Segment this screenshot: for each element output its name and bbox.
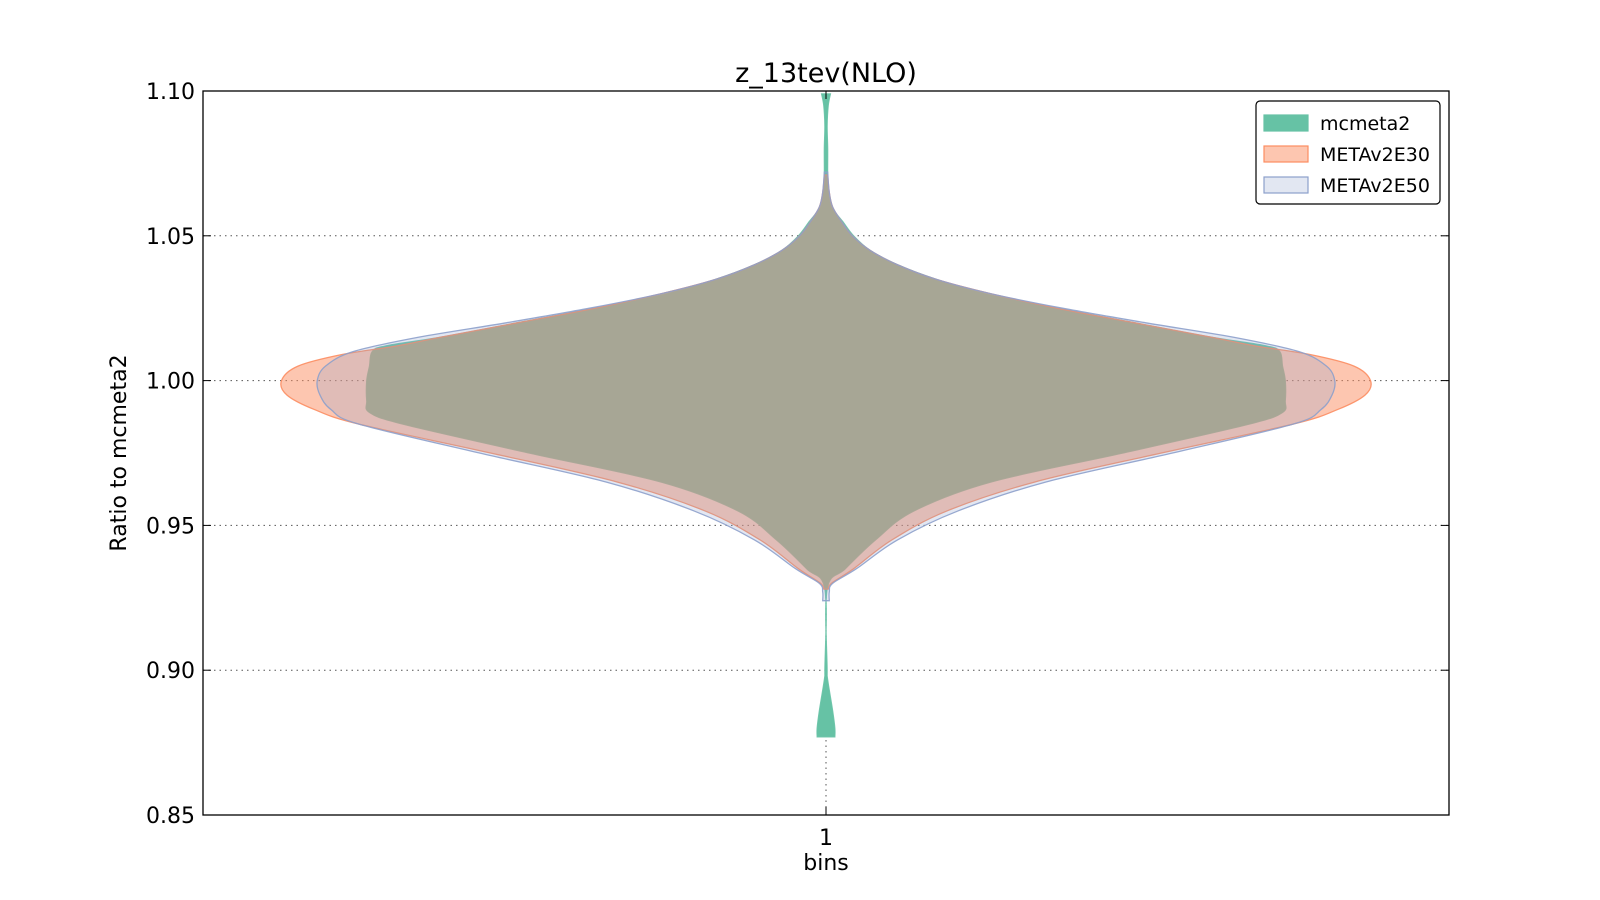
y-tick-label: 1.05 bbox=[146, 225, 195, 250]
legend: mcmeta2 METAv2E30 METAv2E50 bbox=[1255, 100, 1441, 205]
y-tick-label: 1.00 bbox=[146, 370, 195, 395]
y-tick-label: 0.90 bbox=[146, 659, 195, 684]
y-tick-label: 1.10 bbox=[146, 80, 195, 105]
legend-label: mcmeta2 bbox=[1320, 113, 1410, 135]
y-tick-label: 0.85 bbox=[146, 804, 195, 829]
violins bbox=[280, 93, 1372, 738]
legend-swatch bbox=[1263, 114, 1309, 132]
legend-label: METAv2E30 bbox=[1320, 144, 1430, 166]
x-tick-label: 1 bbox=[819, 826, 833, 851]
legend-swatch bbox=[1263, 176, 1309, 194]
axes: 0.85 0.90 0.95 1.00 1.05 1.10 1 bbox=[146, 80, 1449, 851]
y-tick-label: 0.95 bbox=[146, 514, 195, 539]
legend-swatch bbox=[1263, 145, 1309, 163]
legend-label: METAv2E50 bbox=[1320, 175, 1430, 197]
chart-title: z_13tev(NLO) bbox=[735, 58, 917, 89]
x-axis-label: bins bbox=[803, 851, 848, 876]
y-axis-label: Ratio to mcmeta2 bbox=[107, 354, 132, 551]
violin-metav2e50 bbox=[316, 171, 1336, 602]
